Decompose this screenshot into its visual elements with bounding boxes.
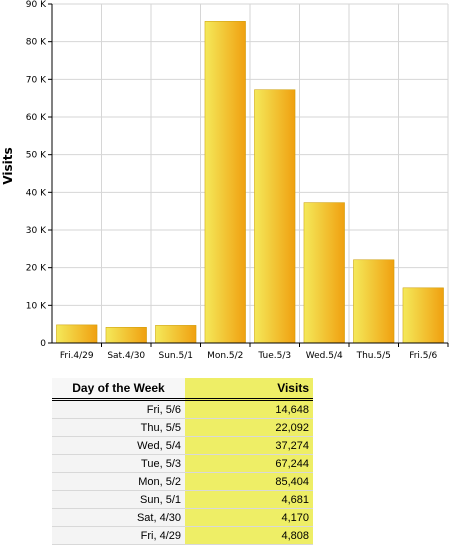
y-tick-label: 90 K	[26, 0, 47, 10]
table-row: Thu, 5/5 22,092	[52, 418, 313, 437]
x-tick-label: Tue.5/3	[257, 351, 291, 361]
visits-cell: 37,274	[185, 436, 313, 455]
bar[interactable]	[254, 89, 296, 344]
grid-layer	[52, 3, 449, 344]
table-row: Fri, 4/29 4,808	[52, 526, 313, 545]
bar-layer	[56, 21, 444, 344]
bar[interactable]	[105, 327, 147, 344]
table-header-row: Day of the Week Visits	[52, 378, 313, 401]
bar[interactable]	[155, 325, 197, 344]
x-tick-label: Thu.5/5	[356, 351, 391, 361]
axis-layer: 0 10 K 20 K 30 K 40 K 50 K 60 K 70 K 80 K 90 K Fri…	[26, 0, 449, 361]
y-tick-label: 70 K	[26, 75, 47, 85]
y-tick-label: 30 K	[26, 226, 47, 236]
bar[interactable]	[353, 259, 395, 344]
y-axis-label: Visits	[1, 147, 15, 184]
bar[interactable]	[303, 202, 345, 344]
visits-cell: 85,404	[185, 472, 313, 491]
visits-cell: 4,681	[185, 490, 313, 509]
y-tick-label: 10 K	[26, 301, 47, 311]
table-row: Wed, 5/4 37,274	[52, 436, 313, 455]
day-cell: Sat, 4/30	[52, 508, 185, 527]
visits-cell: 14,648	[185, 399, 313, 419]
bar[interactable]	[56, 324, 98, 344]
column-header-visits[interactable]: Visits	[185, 378, 313, 401]
day-cell: Fri, 4/29	[52, 526, 185, 545]
day-cell: Mon, 5/2	[52, 472, 185, 491]
x-tick-label: Sun.5/1	[159, 351, 193, 361]
x-tick-label: Fri.5/6	[409, 351, 437, 361]
bar[interactable]	[402, 287, 444, 344]
day-cell: Fri, 5/6	[52, 399, 185, 419]
x-tick-label: Wed.5/4	[306, 351, 343, 361]
visits-cell: 67,244	[185, 454, 313, 473]
visits-bar-chart: Visits 0 10 K 20 K 30 K 40 K 50 K 60 K 70 K 80 K…	[1, 0, 449, 361]
table-row: Sat, 4/30 4,170	[52, 508, 313, 527]
column-header-day[interactable]: Day of the Week	[52, 378, 185, 401]
y-tick-label: 40 K	[26, 188, 47, 198]
x-tick-label: Sat.4/30	[107, 351, 145, 361]
day-cell: Sun, 5/1	[52, 490, 185, 509]
visits-table: Day of the Week Visits Fri, 5/6 14,648 Th…	[52, 378, 313, 545]
table-row: Sun, 5/1 4,681	[52, 490, 313, 509]
y-tick-label: 60 K	[26, 113, 47, 123]
y-tick-label: 50 K	[26, 151, 47, 161]
visits-cell: 4,170	[185, 508, 313, 527]
x-tick-label: Mon.5/2	[207, 351, 243, 361]
bar[interactable]	[204, 21, 246, 344]
day-cell: Thu, 5/5	[52, 418, 185, 437]
day-cell: Tue, 5/3	[52, 454, 185, 473]
x-tick-label: Fri.4/29	[60, 351, 94, 361]
table-row: Mon, 5/2 85,404	[52, 472, 313, 491]
y-tick-label: 0	[40, 339, 46, 349]
visits-cell: 4,808	[185, 526, 313, 545]
y-tick-label: 80 K	[26, 38, 47, 48]
visits-cell: 22,092	[185, 418, 313, 437]
table-row: Fri, 5/6 14,648	[52, 399, 313, 419]
y-tick-label: 20 K	[26, 264, 47, 274]
table-row: Tue, 5/3 67,244	[52, 454, 313, 473]
day-cell: Wed, 5/4	[52, 436, 185, 455]
